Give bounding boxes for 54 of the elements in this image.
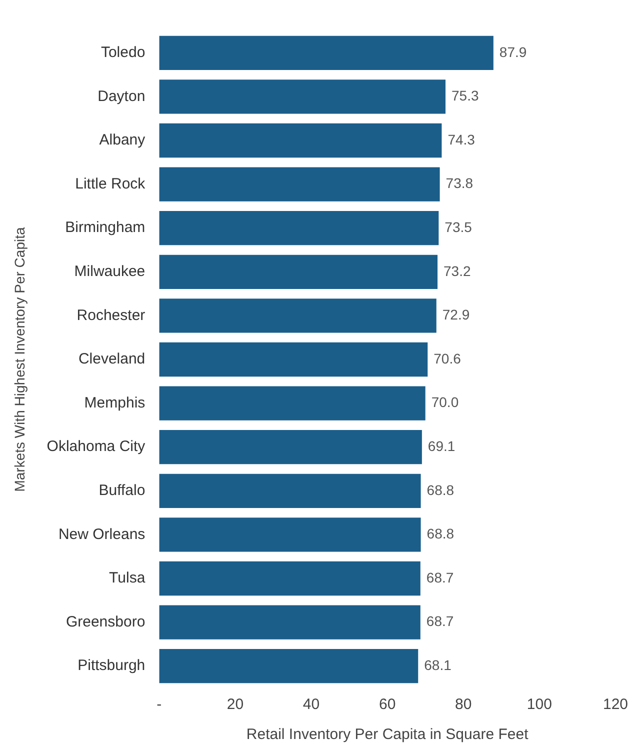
- bar: [159, 36, 494, 70]
- data-label: 87.9: [499, 44, 527, 60]
- data-label: 73.5: [444, 218, 472, 235]
- bar: [159, 649, 418, 684]
- y-tick-label: Oklahoma City: [46, 438, 146, 456]
- bar: [159, 430, 422, 464]
- bar: [159, 386, 426, 420]
- y-tick-label: Rochester: [76, 306, 146, 324]
- bar: [159, 167, 440, 202]
- y-tick-label: Cleveland: [78, 350, 146, 368]
- data-label: 69.1: [428, 438, 456, 454]
- data-label: 70.6: [434, 350, 462, 366]
- bar: [159, 605, 420, 640]
- bar: [159, 211, 439, 246]
- bar: [159, 298, 436, 333]
- x-tick-label: -: [156, 696, 162, 714]
- y-tick-label: Albany: [99, 132, 146, 149]
- y-tick-label: Memphis: [84, 394, 146, 412]
- bar: [159, 254, 438, 289]
- x-tick-label: 20: [226, 696, 244, 714]
- bar: [159, 474, 421, 508]
- x-tick-label: 60: [378, 696, 396, 714]
- data-label: 68.8: [426, 526, 454, 542]
- x-tick-label: 100: [526, 696, 552, 714]
- bar: [159, 123, 442, 158]
- data-label: 73.8: [446, 175, 474, 192]
- bar: [159, 518, 421, 552]
- data-label: 68.1: [424, 656, 452, 673]
- y-tick-label: Milwaukee: [74, 263, 146, 280]
- bar: [159, 80, 446, 114]
- x-tick-label: 40: [302, 696, 320, 714]
- x-tick-label: 80: [455, 696, 472, 714]
- data-label: 73.2: [444, 262, 471, 279]
- y-tick-label: New Orleans: [58, 526, 146, 543]
- bar: [159, 342, 428, 377]
- y-axis-title: Markets With Highest Inventory Per Capita: [11, 227, 28, 492]
- data-label: 74.3: [448, 131, 476, 148]
- y-tick-label: Tulsa: [109, 570, 146, 587]
- x-tick-label: 120: [602, 696, 628, 714]
- y-tick-label: Little Rock: [75, 175, 146, 192]
- y-tick-label: Greensboro: [66, 613, 146, 630]
- y-tick-label: Birmingham: [65, 219, 146, 236]
- x-axis-title: Retail Inventory Per Capita in Square Feet: [246, 726, 530, 744]
- bar: [159, 561, 420, 596]
- y-tick-label: Toledo: [100, 44, 146, 62]
- data-label: 72.9: [442, 306, 470, 323]
- y-tick-label: Pittsburgh: [78, 657, 146, 674]
- data-label: 70.0: [431, 394, 459, 410]
- y-tick-label: Buffalo: [98, 482, 146, 500]
- data-label: 75.3: [452, 88, 479, 104]
- data-label: 68.7: [426, 613, 454, 630]
- data-label: 68.7: [426, 569, 454, 586]
- data-label: 68.8: [426, 482, 454, 498]
- y-tick-label: Dayton: [98, 88, 146, 105]
